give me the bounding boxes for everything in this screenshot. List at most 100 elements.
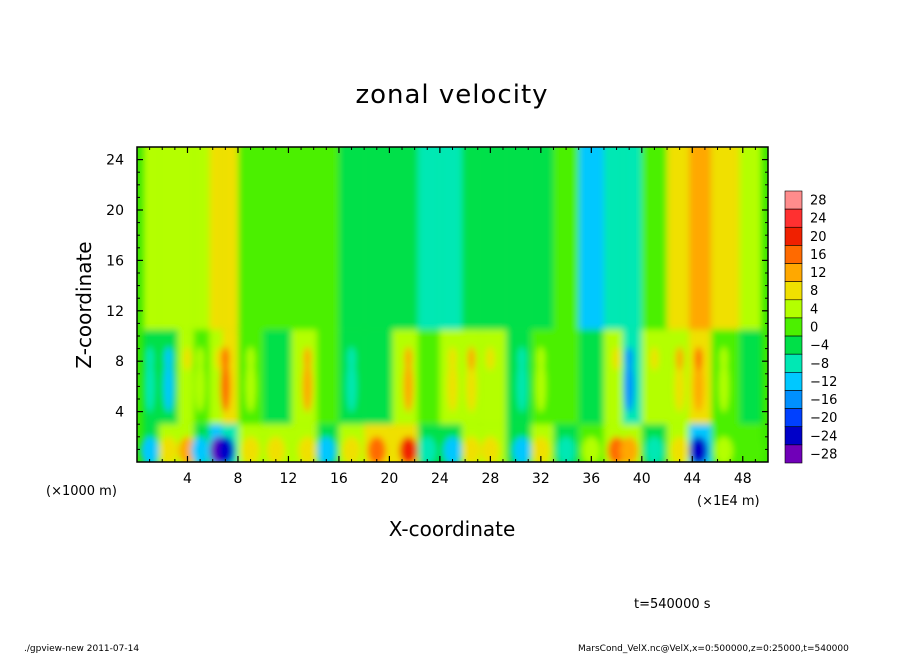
- heatmap-upper-band: [578, 147, 604, 330]
- heatmap-surface-cell: [159, 436, 178, 462]
- heatmap-plume: [516, 360, 527, 413]
- heatmap-plume-core: [536, 346, 545, 371]
- heatmap-surface-cell: [689, 436, 708, 462]
- colorbar-label: −4: [810, 339, 829, 354]
- heatmap-surface-cell: [512, 436, 531, 462]
- heatmap-surface-cell: [620, 436, 639, 462]
- heatmap-plume-core: [322, 346, 331, 371]
- x-tick-label: 44: [683, 471, 701, 487]
- heatmap-plume-core: [719, 346, 728, 371]
- y-tick-label: 24: [106, 153, 124, 169]
- heatmap-upper-band: [480, 147, 507, 330]
- time-label: t=540000 s: [634, 597, 711, 612]
- colorbar: 28 24 20 16 12 8 4 0 −4 −8 −12 −16 −20 −24 −28: [784, 190, 837, 464]
- chart-title: zonal velocity: [355, 80, 548, 110]
- x-tick-label: 4: [183, 471, 192, 487]
- heatmap-upper-band: [603, 147, 623, 330]
- heatmap-surface-cell: [418, 436, 437, 462]
- heatmap-plume-core: [562, 346, 571, 371]
- heatmap-plume: [649, 360, 660, 413]
- colorbar-box: [784, 444, 803, 464]
- x-tick-label: 48: [734, 471, 752, 487]
- colorbar-label: 0: [810, 321, 818, 336]
- heatmap-plume-core: [221, 346, 230, 371]
- heatmap-field: [140, 147, 765, 462]
- y-tick-label: 4: [115, 405, 124, 421]
- heatmap-plume: [485, 360, 496, 413]
- y-tick-label: 16: [106, 253, 124, 269]
- heatmap-plume-core: [372, 346, 381, 371]
- colorbar-box: [784, 190, 803, 210]
- colorbar-box: [784, 281, 803, 301]
- heatmap-plume: [144, 360, 155, 413]
- x-axis-label: X-coordinate: [389, 517, 516, 541]
- heatmap-plume-core: [675, 346, 684, 371]
- heatmap-plume: [693, 360, 704, 413]
- colorbar-label: 20: [810, 230, 827, 245]
- colorbar-box: [784, 226, 803, 246]
- x-tick-label: 8: [233, 471, 242, 487]
- heatmap-surface-cell: [367, 436, 386, 462]
- x-tick-label: 12: [280, 471, 298, 487]
- heatmap-plume: [611, 360, 622, 413]
- heatmap-plume: [302, 360, 313, 413]
- heatmap-upper-band: [159, 147, 179, 330]
- heatmap-upper-band: [364, 147, 393, 330]
- heatmap-upper-band: [667, 147, 690, 330]
- x-tick-label: 24: [431, 471, 449, 487]
- colorbar-label: 4: [810, 302, 818, 317]
- heatmap-surface-cell: [191, 436, 210, 462]
- x-tick-label: 36: [582, 471, 600, 487]
- y-axis-label: Z-coordinate: [72, 241, 96, 368]
- heatmap-upper-band: [506, 147, 532, 330]
- heatmap-plume: [447, 360, 458, 413]
- heatmap-plume: [245, 360, 256, 413]
- heatmap-plume: [371, 360, 382, 413]
- heatmap-plume: [346, 360, 357, 413]
- colorbar-label: −8: [810, 357, 829, 372]
- heatmap-plume-core: [271, 346, 280, 371]
- x-tick-label: 32: [532, 471, 550, 487]
- colorbar-box: [784, 335, 803, 355]
- colorbar-box: [784, 390, 803, 409]
- heatmap-upper-band: [553, 147, 579, 330]
- heatmap-surface-cell: [443, 436, 462, 462]
- footer-right: MarsCond_VelX.nc@VelX,x=0:500000,z=0:250…: [578, 644, 849, 654]
- heatmap-plume: [270, 360, 281, 413]
- heatmap-plume-core: [587, 346, 596, 371]
- heatmap-plume: [466, 360, 477, 413]
- colorbar-label: 28: [810, 194, 827, 209]
- heatmap-upper-band: [622, 147, 642, 330]
- heatmap-upper-band: [237, 147, 264, 330]
- x-tick-label: 28: [481, 471, 499, 487]
- heatmap-surface-cell: [399, 436, 418, 462]
- heatmap-surface-cell: [462, 436, 481, 462]
- colorbar-label: 8: [810, 284, 818, 299]
- colorbar-label: −12: [810, 375, 837, 390]
- y-tick-label: 12: [106, 304, 124, 320]
- heatmap-plume: [674, 360, 685, 413]
- heatmap-upper-band: [178, 147, 194, 330]
- heatmap-upper-band: [209, 147, 223, 330]
- heatmap-surface-cell: [140, 436, 159, 462]
- heatmap-plume: [586, 360, 597, 413]
- heatmap-plume-core: [751, 346, 760, 371]
- heatmap-plume: [403, 360, 414, 413]
- heatmap-upper-band: [392, 147, 418, 330]
- x-scale-label: (×1E4 m): [697, 494, 760, 509]
- heatmap-surface-cell: [216, 436, 235, 462]
- heatmap-plume: [321, 360, 332, 413]
- colorbar-box: [784, 372, 803, 391]
- x-tick-label: 20: [380, 471, 398, 487]
- heatmap-upper-band: [316, 147, 339, 330]
- heatmap-surface-cell: [481, 436, 500, 462]
- heatmap-upper-band: [417, 147, 440, 330]
- y-tick-label: 8: [115, 354, 124, 370]
- heatmap-plume-core: [694, 346, 703, 371]
- colorbar-label: −24: [810, 429, 837, 444]
- heatmap-plume-core: [246, 346, 255, 371]
- heatmap-surface-cell: [670, 436, 689, 462]
